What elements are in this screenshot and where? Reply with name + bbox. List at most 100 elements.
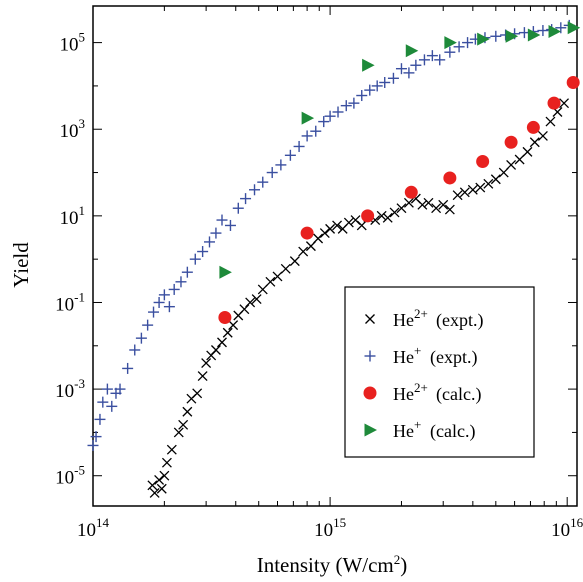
data-point <box>361 209 375 223</box>
data-point <box>101 383 113 395</box>
data-point <box>505 29 519 43</box>
data-point <box>444 46 456 58</box>
data-point <box>106 400 118 412</box>
data-point <box>566 75 580 89</box>
data-point <box>280 263 291 274</box>
data-point <box>257 284 268 295</box>
data-point <box>300 226 314 240</box>
data-point <box>240 193 252 205</box>
data-point <box>122 362 134 374</box>
legend-box <box>344 286 535 458</box>
data-point <box>272 271 283 282</box>
data-point <box>178 419 189 430</box>
legend-label: He+ (expt.) <box>393 343 477 368</box>
data-point <box>356 220 367 231</box>
data-point <box>526 120 540 134</box>
data-point <box>332 220 343 231</box>
legend-marker <box>365 314 375 324</box>
data-point <box>332 106 344 118</box>
data-point <box>319 228 330 239</box>
data-point <box>522 146 533 157</box>
data-point <box>203 236 215 248</box>
series-3 <box>219 21 581 279</box>
data-point <box>218 310 232 324</box>
y-axis-ticks: 10-5 10-3 10-1 101 103 105 <box>55 30 577 489</box>
data-point <box>376 210 387 221</box>
data-point <box>371 80 383 92</box>
y-tick-label: 105 <box>60 30 86 56</box>
y-tick-label: 10-1 <box>55 289 85 315</box>
data-point <box>506 159 517 170</box>
data-point <box>153 296 165 308</box>
data-point <box>251 294 262 305</box>
data-point <box>192 388 203 399</box>
data-point <box>197 246 209 258</box>
data-point <box>340 100 352 112</box>
data-point <box>168 283 180 295</box>
data-point <box>348 97 360 109</box>
data-point <box>405 44 419 58</box>
y-tick-label: 10-3 <box>55 376 85 402</box>
data-point <box>382 212 393 223</box>
data-point <box>343 217 354 228</box>
data-point <box>476 154 490 168</box>
data-point <box>403 197 414 208</box>
y-tick-label: 10-5 <box>55 463 85 489</box>
x-axis-label: Intensity (W/cm2) <box>257 552 408 577</box>
data-point <box>210 227 222 239</box>
series-2 <box>218 75 580 324</box>
data-point <box>197 371 208 382</box>
data-point <box>452 190 463 201</box>
data-point <box>158 289 170 301</box>
data-point <box>434 54 446 66</box>
data-point <box>222 327 233 338</box>
data-point <box>129 344 141 356</box>
data-point <box>147 480 158 491</box>
data-point <box>364 84 376 96</box>
data-point <box>163 301 175 313</box>
data-point <box>293 140 305 152</box>
data-point <box>459 187 470 198</box>
data-point <box>149 488 160 498</box>
data-point <box>453 41 465 53</box>
data-point <box>527 28 541 42</box>
series-1 <box>87 19 575 451</box>
legend: He2+ (expt.) He+ (expt.) He2+ (calc.) He+ (calc… <box>344 286 535 458</box>
data-point <box>284 149 296 161</box>
data-point <box>94 413 106 425</box>
data-point <box>201 358 212 368</box>
series-0 <box>147 98 570 498</box>
data-point <box>161 457 172 468</box>
data-point <box>189 253 201 265</box>
data-point <box>529 137 540 148</box>
data-point <box>275 159 287 171</box>
plot-frame <box>92 5 578 507</box>
data-point <box>224 219 236 231</box>
data-point <box>418 54 430 66</box>
legend-marker <box>364 350 376 362</box>
data-point <box>142 319 154 331</box>
data-point <box>444 36 457 50</box>
data-point <box>504 135 518 149</box>
data-point <box>90 431 102 443</box>
data-point <box>219 265 232 279</box>
data-point <box>403 67 415 79</box>
y-tick-label: 103 <box>60 116 86 142</box>
data-point <box>395 63 407 75</box>
data-point <box>148 306 160 318</box>
y-tick-label: 101 <box>60 203 86 229</box>
data-point <box>477 32 490 46</box>
data-point <box>318 116 330 128</box>
data-point <box>301 130 313 142</box>
data-point <box>217 337 227 348</box>
data-point <box>289 256 300 267</box>
data-point <box>175 276 187 288</box>
data-point <box>404 185 418 199</box>
data-point <box>298 246 309 257</box>
data-point <box>387 72 399 84</box>
data-point <box>548 25 562 39</box>
data-point <box>443 171 457 185</box>
data-point <box>423 197 434 208</box>
data-point <box>379 76 391 88</box>
legend-marker <box>364 423 377 437</box>
